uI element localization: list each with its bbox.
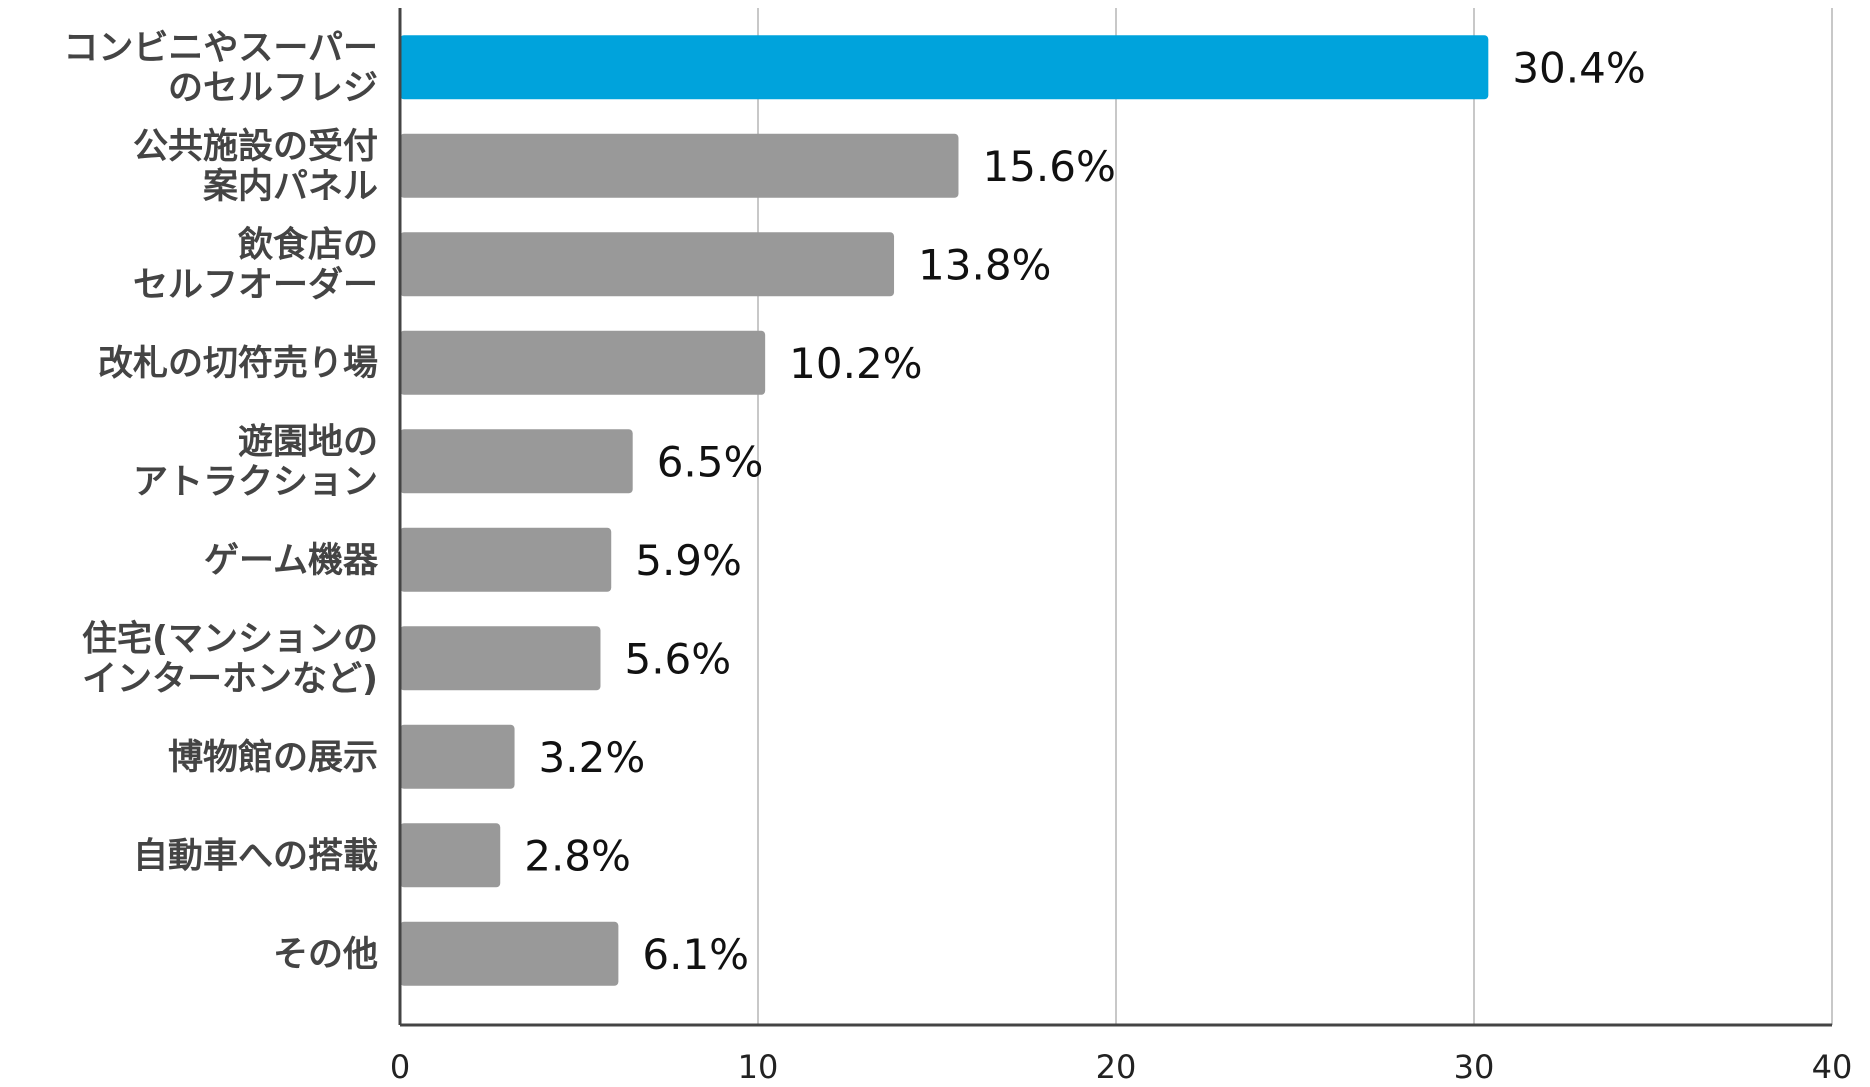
category-label: ゲーム機器	[204, 541, 379, 581]
x-tick-label: 0	[390, 1048, 410, 1082]
category-label-line: 案内パネル	[203, 167, 378, 207]
category-label: 遊園地のアトラクション	[133, 422, 378, 502]
bar	[400, 823, 501, 888]
category-label-line: インターホンなど)	[82, 659, 378, 699]
category-label-line: ゲーム機器	[204, 541, 379, 581]
x-tick-label: 10	[738, 1048, 779, 1082]
category-label: 自動車への搭載	[133, 836, 378, 876]
category-label-line: コンビニやスーパー	[63, 28, 378, 68]
category-label-line: アトラクション	[133, 462, 378, 502]
data-label: 6.1%	[642, 930, 749, 979]
grid-lines	[757, 8, 1833, 1025]
category-label: 改札の切符売り場	[98, 344, 378, 384]
category-label: 住宅(マンションのインターホンなど)	[82, 618, 378, 699]
category-label: 公共施設の受付案内パネル	[133, 127, 378, 207]
bar	[400, 330, 766, 395]
bar	[400, 527, 612, 592]
data-label: 30.4%	[1512, 43, 1645, 92]
data-label: 15.6%	[982, 142, 1115, 191]
bar	[400, 724, 515, 789]
category-label: 飲食店のセルフオーダー	[133, 224, 378, 305]
data-label: 3.2%	[539, 733, 646, 782]
bar	[400, 429, 633, 494]
bar	[400, 133, 959, 198]
x-tick-label: 30	[1454, 1048, 1495, 1082]
x-tick-label: 20	[1096, 1048, 1137, 1082]
data-label: 10.2%	[789, 339, 922, 388]
data-label: 5.9%	[635, 536, 742, 585]
labels: 0 10 20 30 40 30.4% コンビニやスーパーのセルフレジ 15.6% 公共施設の受…	[63, 28, 1853, 1086]
category-label: 博物館の展示	[168, 737, 378, 778]
bar	[400, 921, 619, 986]
bars	[400, 35, 1489, 986]
category-label-line: 博物館の展示	[168, 737, 378, 778]
data-label: 6.5%	[657, 437, 764, 486]
category-label: コンビニやスーパーのセルフレジ	[63, 28, 378, 108]
axes	[398, 8, 1832, 1027]
category-label-line: のセルフレジ	[168, 68, 378, 108]
category-label-line: セルフオーダー	[133, 265, 378, 305]
category-label-line: その他	[273, 935, 378, 975]
category-label-line: 遊園地の	[238, 422, 378, 462]
bar	[400, 35, 1489, 100]
data-label: 2.8%	[524, 831, 631, 880]
category-label-line: 住宅(マンションの	[82, 618, 378, 659]
x-tick-label: 40	[1812, 1048, 1853, 1082]
category-label-line: 改札の切符売り場	[98, 344, 378, 384]
category-label-line: 飲食店の	[238, 224, 378, 265]
data-label: 5.6%	[624, 634, 731, 683]
bar	[400, 232, 895, 297]
bar	[400, 626, 601, 691]
category-label: その他	[273, 935, 378, 975]
category-label-line: 公共施設の受付	[133, 127, 378, 167]
data-label: 13.8%	[918, 240, 1051, 289]
category-label-line: 自動車への搭載	[133, 836, 378, 876]
